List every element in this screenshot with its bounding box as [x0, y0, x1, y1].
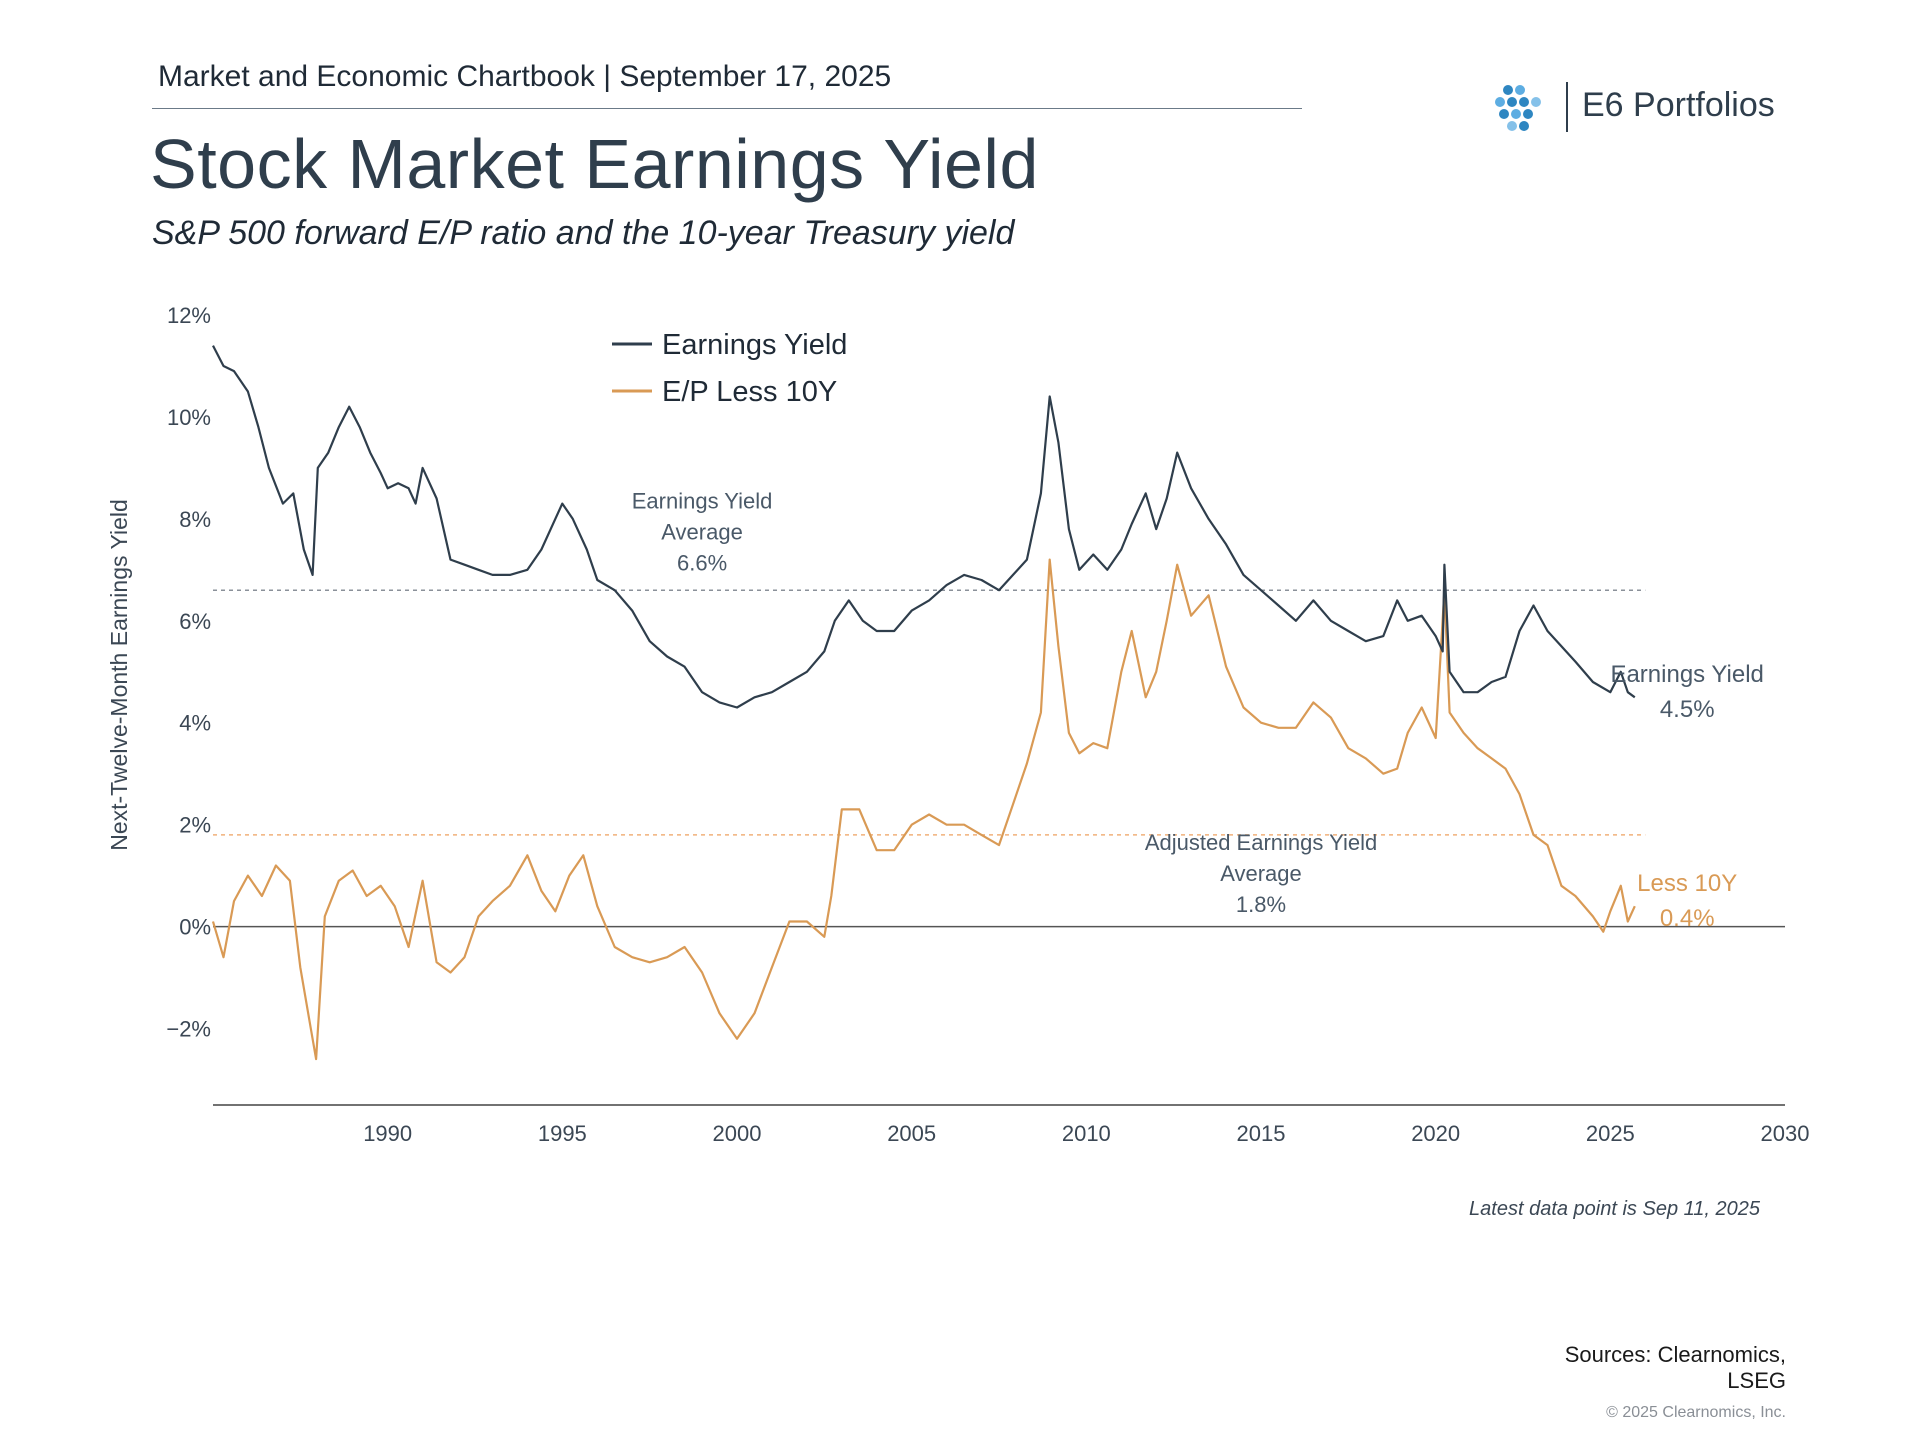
y-tick-label: 8% [179, 507, 211, 532]
y-tick-label: 10% [167, 405, 211, 430]
reference-line-label: Average [661, 520, 743, 545]
sources-text: Sources: Clearnomics, LSEG [1526, 1342, 1786, 1394]
reference-line-label: 1.8% [1236, 892, 1286, 917]
y-tick-label: 4% [179, 711, 211, 736]
brand-divider [1566, 82, 1568, 132]
page-subtitle: S&P 500 forward E/P ratio and the 10-yea… [152, 214, 1015, 252]
brand-name: E6 Portfolios [1582, 86, 1775, 124]
y-tick-label: 2% [179, 813, 211, 838]
reference-line-label: Earnings Yield [632, 489, 773, 514]
x-tick-label: 2030 [1761, 1121, 1810, 1146]
series-line-e-p-less-10y [211, 558, 1636, 1061]
sources-line-2: LSEG [1727, 1368, 1786, 1393]
copyright: © 2025 Clearnomics, Inc. [1606, 1404, 1786, 1421]
legend-label: Earnings Yield [662, 329, 847, 361]
end-label: Earnings Yield [1610, 661, 1763, 688]
chartbook-header: Market and Economic Chartbook | Septembe… [158, 60, 892, 93]
end-label: 0.4% [1660, 905, 1715, 932]
latest-data-note: Latest data point is Sep 11, 2025 [1469, 1198, 1760, 1220]
x-tick-label: 2025 [1586, 1121, 1635, 1146]
series-line-earnings-yield [212, 345, 1636, 709]
x-tick-label: 1990 [363, 1121, 412, 1146]
sources-line-1: Sources: Clearnomics, [1564, 1342, 1786, 1367]
x-tick-label: 2020 [1411, 1121, 1460, 1146]
y-tick-label: 0% [179, 915, 211, 940]
x-tick-label: 2000 [713, 1121, 762, 1146]
brand-logo: E6 Portfolios [1490, 80, 1790, 136]
reference-line-label: Adjusted Earnings Yield [1145, 830, 1377, 855]
diamond-dots-icon [1495, 85, 1541, 131]
legend-label: E/P Less 10Y [662, 376, 837, 408]
x-tick-label: 1995 [538, 1121, 587, 1146]
x-tick-label: 2015 [1237, 1121, 1286, 1146]
x-tick-label: 2005 [887, 1121, 936, 1146]
y-tick-label: −2% [166, 1017, 211, 1042]
end-label: 4.5% [1660, 696, 1715, 723]
reference-line-label: Average [1220, 861, 1302, 886]
end-label: Less 10Y [1637, 870, 1737, 897]
x-tick-label: 2010 [1062, 1121, 1111, 1146]
y-tick-label: 12% [167, 303, 211, 328]
reference-line-label: 6.6% [677, 551, 727, 576]
y-tick-label: 6% [179, 609, 211, 634]
header-divider [152, 108, 1302, 109]
y-axis-label: Next-Twelve-Month Earnings Yield [106, 499, 132, 851]
page-title: Stock Market Earnings Yield [150, 125, 1039, 203]
